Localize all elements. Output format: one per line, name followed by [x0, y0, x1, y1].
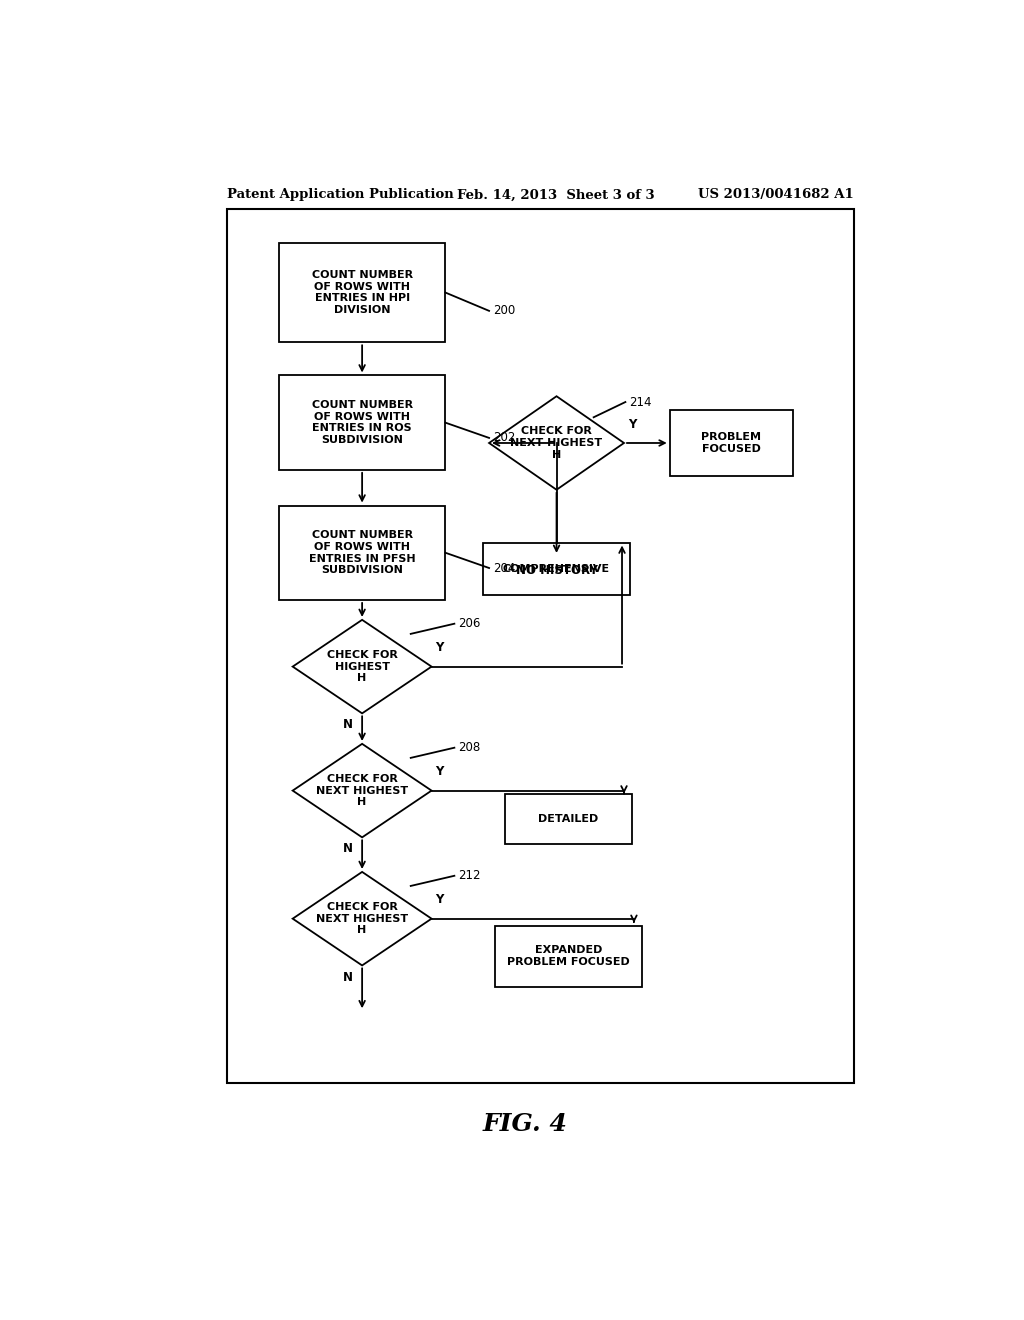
- Text: 200: 200: [494, 305, 515, 317]
- Text: Y: Y: [628, 418, 636, 430]
- Bar: [227, 210, 854, 1084]
- Polygon shape: [293, 744, 431, 837]
- Text: Feb. 14, 2013  Sheet 3 of 3: Feb. 14, 2013 Sheet 3 of 3: [458, 189, 655, 202]
- Bar: [670, 411, 793, 477]
- Text: EXPANDED
PROBLEM FOCUSED: EXPANDED PROBLEM FOCUSED: [507, 945, 630, 968]
- Text: N: N: [343, 842, 352, 855]
- Text: Patent Application Publication: Patent Application Publication: [227, 189, 454, 202]
- Bar: [279, 243, 445, 342]
- Polygon shape: [489, 396, 624, 490]
- Text: 206: 206: [459, 618, 480, 630]
- Text: Y: Y: [435, 894, 443, 907]
- Bar: [483, 543, 630, 595]
- Text: N: N: [343, 970, 352, 983]
- Bar: [279, 375, 445, 470]
- Text: Y: Y: [435, 642, 443, 655]
- Text: US 2013/0041682 A1: US 2013/0041682 A1: [698, 189, 854, 202]
- Text: Y: Y: [435, 766, 443, 779]
- Text: FIG. 4: FIG. 4: [482, 1111, 567, 1137]
- Text: 214: 214: [630, 396, 652, 408]
- Bar: [495, 925, 642, 987]
- Text: CHECK FOR
NEXT HIGHEST
H: CHECK FOR NEXT HIGHEST H: [316, 902, 409, 936]
- Text: 208: 208: [459, 742, 480, 754]
- Text: DETAILED: DETAILED: [539, 814, 599, 824]
- Text: 212: 212: [459, 870, 481, 882]
- Text: COUNT NUMBER
OF ROWS WITH
ENTRIES IN HPI
DIVISION: COUNT NUMBER OF ROWS WITH ENTRIES IN HPI…: [311, 271, 413, 315]
- Text: NO HISTORY: NO HISTORY: [516, 564, 597, 577]
- Bar: [505, 793, 632, 845]
- Text: 202: 202: [494, 432, 515, 445]
- Text: COUNT NUMBER
OF ROWS WITH
ENTRIES IN ROS
SUBDIVISION: COUNT NUMBER OF ROWS WITH ENTRIES IN ROS…: [311, 400, 413, 445]
- Polygon shape: [293, 620, 431, 713]
- Text: CHECK FOR
HIGHEST
H: CHECK FOR HIGHEST H: [327, 649, 397, 684]
- Text: COUNT NUMBER
OF ROWS WITH
ENTRIES IN PFSH
SUBDIVISION: COUNT NUMBER OF ROWS WITH ENTRIES IN PFS…: [309, 531, 416, 576]
- Bar: [279, 506, 445, 601]
- Text: CHECK FOR
NEXT HIGHEST
H: CHECK FOR NEXT HIGHEST H: [511, 426, 602, 459]
- Text: PROBLEM
FOCUSED: PROBLEM FOCUSED: [701, 432, 761, 454]
- Text: CHECK FOR
NEXT HIGHEST
H: CHECK FOR NEXT HIGHEST H: [316, 774, 409, 808]
- Text: N: N: [343, 718, 352, 731]
- Polygon shape: [293, 873, 431, 965]
- Text: 204: 204: [494, 561, 515, 574]
- Text: COMPREHENSIVE: COMPREHENSIVE: [503, 564, 610, 574]
